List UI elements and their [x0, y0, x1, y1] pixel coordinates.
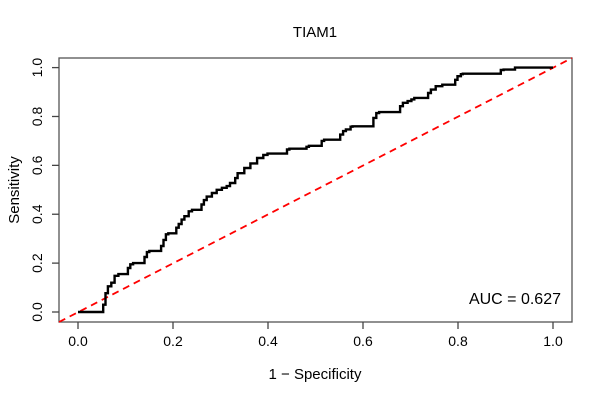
y-tick-label: 1.0	[29, 58, 45, 78]
x-axis-tick-labels: 0.0 0.2 0.4 0.6 0.8 1.0	[68, 333, 563, 349]
x-tick-label: 0.6	[353, 333, 373, 349]
y-tick-label: 0.2	[29, 253, 45, 273]
y-axis-tick-labels: 0.0 0.2 0.4 0.6 0.8 1.0	[29, 58, 45, 322]
x-tick-label: 0.8	[448, 333, 468, 349]
chance-diagonal-line	[58, 57, 573, 323]
x-axis-ticks	[77, 322, 554, 329]
y-tick-label: 0.4	[29, 204, 45, 224]
y-tick-label: 0.0	[29, 302, 45, 322]
auc-label: AUC = 0.627	[469, 291, 561, 308]
roc-curve-line	[78, 66, 553, 314]
chart-title: TIAM1	[293, 24, 337, 41]
y-axis-ticks	[52, 66, 59, 313]
x-tick-label: 0.0	[68, 333, 88, 349]
plot-box	[58, 57, 573, 323]
x-tick-label: 1.0	[543, 333, 563, 349]
y-axis-label: Sensitivity	[6, 156, 23, 224]
x-axis-label: 1 − Specificity	[269, 366, 362, 383]
y-tick-label: 0.8	[29, 107, 45, 127]
y-tick-label: 0.6	[29, 155, 45, 175]
x-tick-label: 0.4	[258, 333, 278, 349]
x-tick-label: 0.2	[163, 333, 183, 349]
